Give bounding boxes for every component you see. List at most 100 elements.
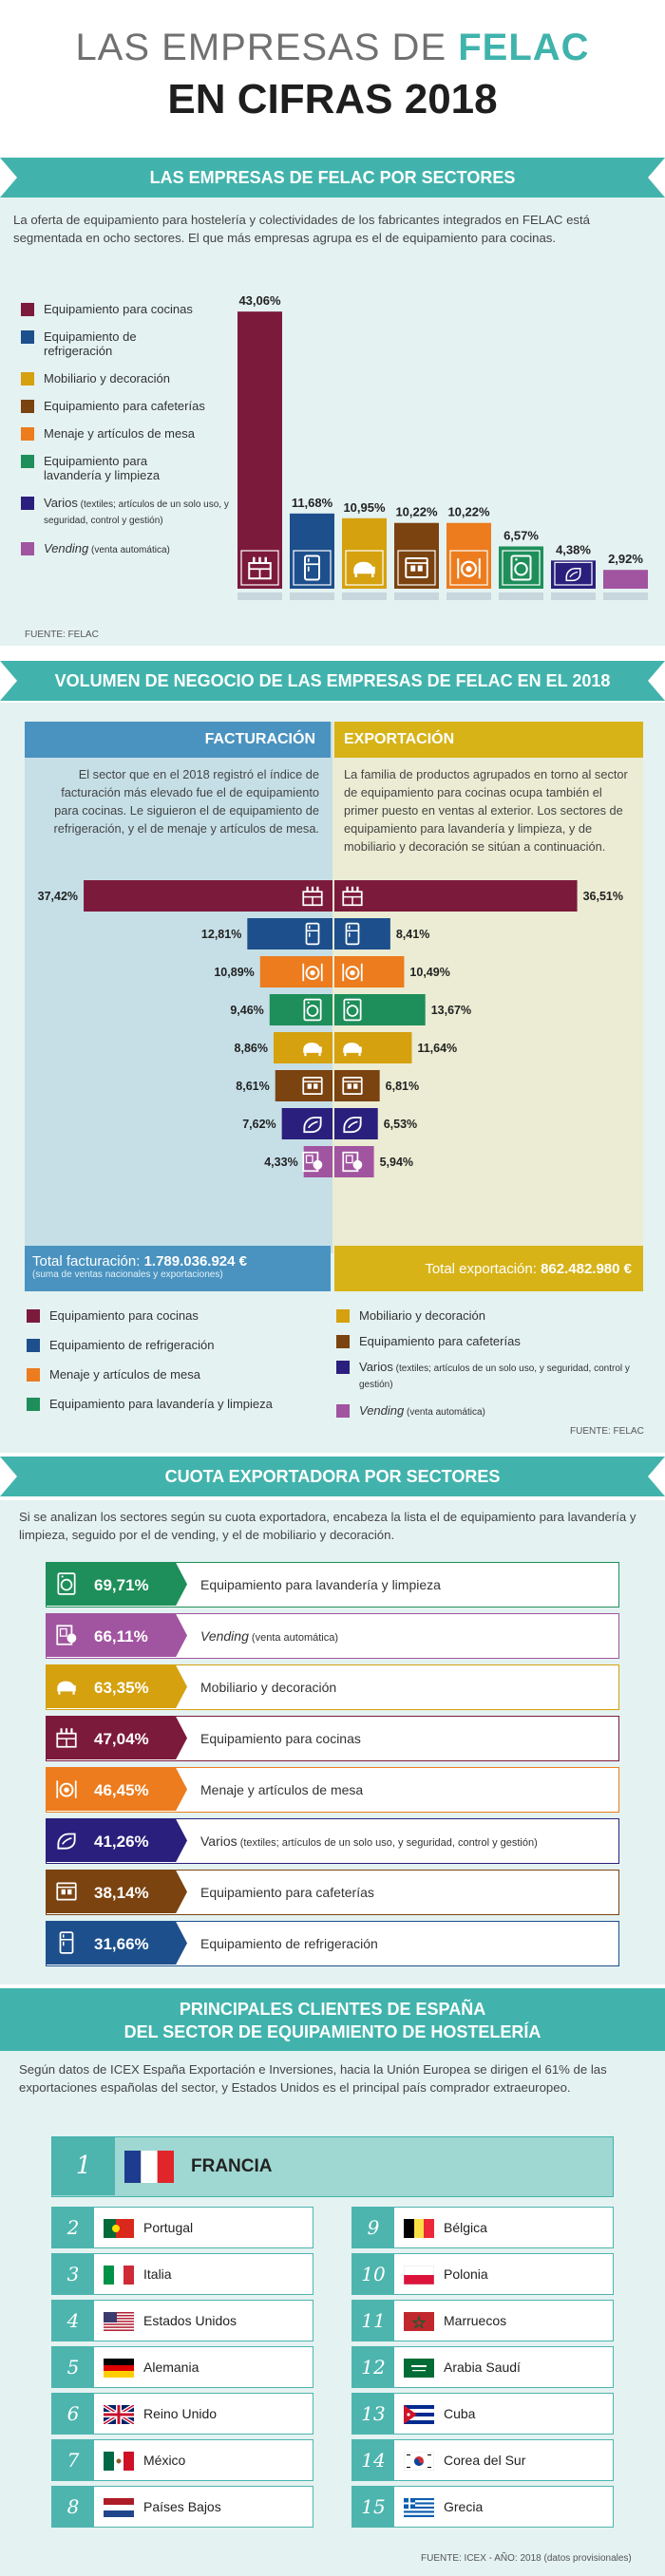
exportacion-value-label: 6,81%: [386, 1080, 419, 1093]
legend-swatch: [21, 497, 34, 510]
stove-icon: [302, 886, 323, 907]
germany-flag-icon: [104, 2359, 134, 2378]
country-flag-wrap: [404, 2405, 434, 2424]
cuota-percent: 46,45%: [94, 1781, 149, 1799]
legend-label: Varios: [44, 496, 78, 510]
exportacion-value-label: 36,51%: [583, 890, 623, 903]
exportacion-bar: [334, 918, 390, 950]
legend-swatch: [27, 1339, 40, 1352]
tableware-icon: [457, 558, 481, 579]
total-facturacion-value: 1.789.036.924 €: [143, 1253, 247, 1269]
cuota-percent: 47,04%: [94, 1730, 149, 1748]
country-name: Grecia: [444, 2499, 484, 2514]
exportacion-bar: [334, 1108, 378, 1139]
bar-value-label: 2,92%: [608, 552, 643, 566]
bar-icon-frame: [345, 550, 384, 586]
towel-icon: [565, 567, 581, 582]
country-name: Países Bajos: [143, 2499, 221, 2514]
vending-icon: [56, 1625, 77, 1645]
bar-base: [551, 592, 596, 600]
morocco-flag-icon: [404, 2312, 434, 2331]
country-row: 7 México: [51, 2439, 314, 2481]
country-name: Arabia Saudí: [444, 2360, 521, 2375]
fridge-icon: [304, 555, 320, 581]
netherlands-flag-icon: [104, 2498, 134, 2517]
korea-flag-icon: [403, 2451, 435, 2472]
cuota-icon-wrap: [54, 1725, 79, 1750]
volumen-heading: VOLUMEN DE NEGOCIO DE LAS EMPRESAS DE FE…: [54, 671, 611, 690]
country-name: Marruecos: [444, 2313, 507, 2328]
legend-label: Equipamiento para cafeterías: [44, 399, 205, 413]
legend-item: Vending (venta automática): [336, 1403, 650, 1420]
country-flag-wrap: [104, 2312, 134, 2331]
cuota-icon-wrap: [54, 1623, 79, 1647]
usa-flag-icon: [104, 2312, 134, 2331]
cuota-icon-wrap: [54, 1571, 79, 1596]
legend-swatch: [21, 303, 34, 316]
cuota-row: 31,66% Equipamiento de refrigeración: [46, 1921, 619, 1966]
top-country-name: FRANCIA: [191, 2156, 273, 2176]
country-row: 13 Cuba: [352, 2393, 614, 2435]
country-name: Estados Unidos: [143, 2313, 238, 2328]
legend-item: Equipamiento para cocinas: [27, 1308, 331, 1323]
bar: [238, 311, 282, 589]
legend-item: Varios (textiles; artículos de un solo u…: [336, 1360, 650, 1392]
coffee-machine-icon: [342, 1076, 363, 1096]
facturacion-value-label: 4,33%: [264, 1156, 297, 1169]
cuota-tag: 31,66%: [47, 1922, 187, 1965]
facturacion-bar: [84, 880, 332, 912]
country-name: Portugal: [143, 2220, 194, 2235]
cuota-row: 46,45% Menaje y artículos de mesa: [46, 1767, 619, 1813]
bar-base: [499, 592, 543, 600]
country-row: 2 Portugal: [51, 2207, 314, 2248]
cuota-heading-band: CUOTA EXPORTADORA POR SECTORES: [0, 1457, 665, 1496]
country-rank: 11: [352, 2301, 394, 2341]
country-name: Polonia: [444, 2266, 488, 2282]
cuota-row: 38,14% Equipamiento para cafeterías: [46, 1870, 619, 1915]
cuota-tag: 38,14%: [47, 1871, 187, 1913]
exportacion-text: La familia de productos agrupados en tor…: [344, 767, 628, 854]
facturacion-bar: [273, 1032, 332, 1063]
country-rank: 2: [52, 2208, 94, 2247]
cuota-label: Equipamiento para cocinas: [200, 1731, 361, 1746]
legend-item: Varios (textiles; artículos de un solo u…: [21, 496, 239, 528]
facturacion-value-label: 12,81%: [201, 928, 241, 941]
tableware-icon: [342, 963, 363, 982]
page-title-line1: LAS EMPRESAS DE FELAC: [75, 27, 590, 68]
bar-icon-frame: [449, 550, 488, 586]
clientes-heading-band: PRINCIPALES CLIENTES DE ESPAÑA DEL SECTO…: [0, 1988, 665, 2051]
bar: [499, 546, 543, 589]
legend-item: Equipamiento para cocinas: [21, 302, 239, 316]
bar: [446, 522, 491, 589]
cuota-icon-wrap: [54, 1777, 79, 1801]
greece-flag-icon: [404, 2498, 434, 2517]
country-rank: 15: [352, 2487, 394, 2527]
cuota-tag: 46,45%: [47, 1768, 187, 1811]
sectores-intro: La oferta de equipamiento para hostelerí…: [13, 213, 590, 245]
total-exportacion-value: 862.482.980 €: [541, 1261, 632, 1277]
coffee-machine-icon: [405, 557, 428, 578]
country-flag-wrap: [102, 2403, 136, 2426]
country-name: Alemania: [143, 2360, 200, 2375]
legend-swatch: [336, 1309, 350, 1323]
exportacion-value-label: 6,53%: [384, 1118, 417, 1131]
cuota-tag: 47,04%: [47, 1717, 187, 1759]
facturacion-value-label: 7,62%: [242, 1118, 276, 1131]
sofa-icon: [303, 1043, 322, 1057]
belgium-flag-icon: [404, 2219, 434, 2238]
country-rank: 7: [52, 2440, 94, 2480]
country-rank: 6: [52, 2394, 94, 2434]
country-name: Reino Unido: [143, 2406, 218, 2421]
volumen-source: FUENTE: FELAC: [570, 1426, 644, 1437]
country-flag-wrap: [403, 2451, 435, 2472]
towel-icon: [343, 1117, 362, 1134]
country-rank: 13: [352, 2394, 394, 2434]
washer-icon: [510, 555, 532, 581]
cuba-flag-icon: [404, 2405, 434, 2424]
country-row: 12 Arabia Saudí: [352, 2346, 614, 2388]
cuota-row: 63,35% Mobiliario y decoración: [46, 1664, 619, 1710]
legend-note: (textiles; artículos de un solo uso, y s…: [359, 1363, 630, 1390]
france-flag-icon: [124, 2151, 174, 2183]
country-row: 10 Polonia: [352, 2253, 614, 2295]
country-row: 15 Grecia: [352, 2486, 614, 2528]
